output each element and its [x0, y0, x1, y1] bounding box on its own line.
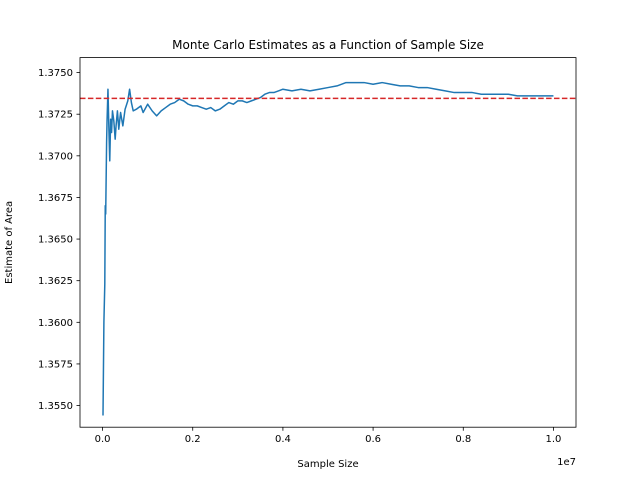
y-tick-label: 1.3750 [38, 68, 73, 79]
y-tick-label: 1.3725 [38, 110, 73, 121]
y-tick-label: 1.3700 [38, 151, 73, 162]
plot-frame [79, 57, 577, 428]
x-tick-label: 0.0 [95, 434, 111, 445]
x-tick-label: 0.4 [275, 434, 291, 445]
y-tick-label: 1.3575 [38, 359, 73, 370]
x-tick-label: 0.2 [185, 434, 201, 445]
x-axis-offset-label: 1e7 [557, 457, 576, 468]
y-tick-label: 1.3650 [38, 235, 73, 246]
x-axis-ticks: 0.0 0.2 0.4 0.6 0.8 1.0 [95, 427, 562, 445]
chart-title: Monte Carlo Estimates as a Function of S… [172, 38, 484, 52]
x-tick-label: 0.8 [455, 434, 471, 445]
series-line-0 [102, 81, 554, 416]
y-axis-ticks: 1.3550 1.3575 1.3600 1.3625 1.3650 1.3675 1.37… [38, 68, 80, 412]
x-tick-label: 0.6 [365, 434, 381, 445]
y-tick-label: 1.3625 [38, 276, 73, 287]
y-axis-title: Estimate of Area [4, 201, 15, 284]
x-axis-title: Sample Size [297, 459, 358, 470]
y-tick-label: 1.3600 [38, 318, 73, 329]
x-tick-label: 1.0 [546, 434, 562, 445]
y-tick-label: 1.3675 [38, 193, 73, 204]
y-tick-label: 1.3550 [38, 401, 73, 412]
plot-content [80, 81, 576, 416]
